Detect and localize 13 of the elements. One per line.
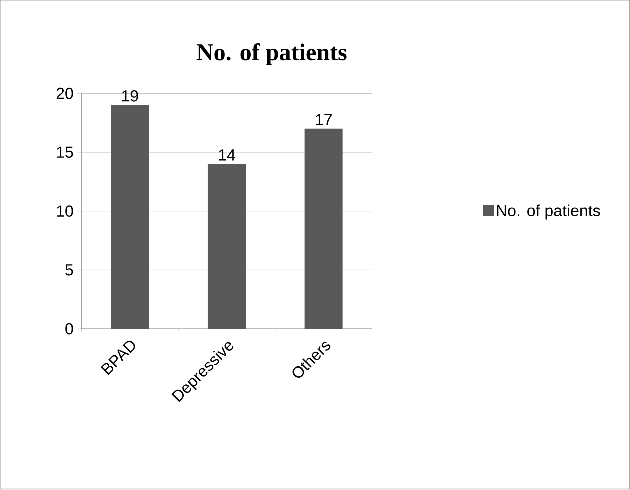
y-tick-label: 5	[66, 264, 74, 276]
chart-title: No. of patients	[196, 44, 347, 66]
bar	[111, 106, 150, 330]
y-tick-label: 20	[56, 88, 74, 100]
bar	[208, 164, 246, 330]
bar	[304, 129, 343, 330]
data-label: 19	[122, 90, 138, 102]
data-label: 14	[219, 150, 236, 161]
data-label: 17	[316, 114, 332, 126]
y-tick-label: 15	[57, 147, 74, 158]
y-tick-label: 0	[66, 324, 74, 335]
legend-label: No. of patients	[497, 204, 600, 220]
y-tick-label: 10	[57, 206, 74, 218]
